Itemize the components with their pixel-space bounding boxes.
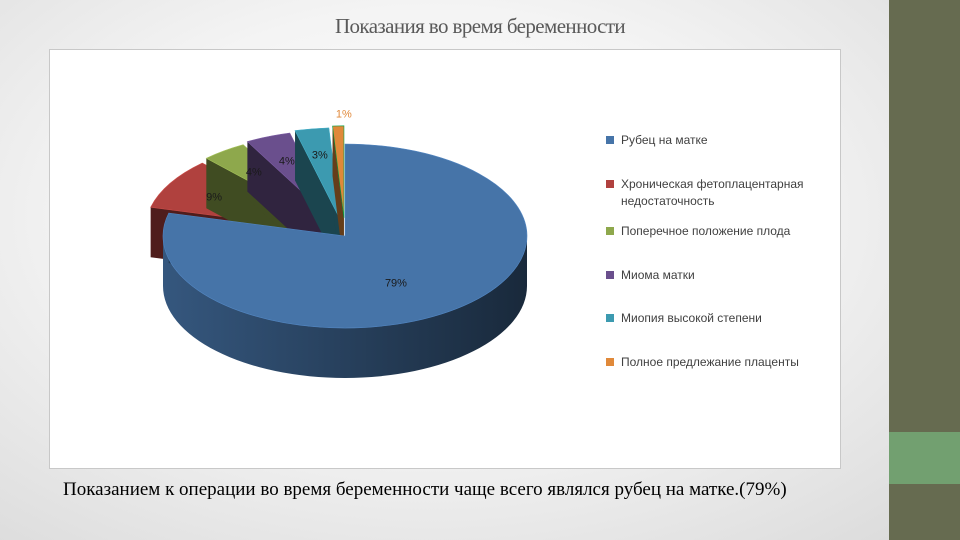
legend-item-2: Поперечное положение плода — [606, 223, 831, 240]
pie-slice-5 — [332, 125, 345, 268]
legend-label-1: Хроническая фетоплацентарная недостаточн… — [621, 177, 804, 208]
legend-item-3: Миома матки — [606, 267, 831, 284]
slide-title: Показания во время беременности — [334, 14, 626, 38]
legend-swatch-3 — [606, 271, 614, 279]
legend-item-1: Хроническая фетоплацентарная недостаточн… — [606, 176, 831, 210]
legend-swatch-2 — [606, 227, 614, 235]
legend-label-3: Миома матки — [621, 268, 695, 282]
slide-caption: Показанием к операции во время беременно… — [63, 479, 787, 500]
legend-swatch-0 — [606, 136, 614, 144]
data-label-3: 4% — [279, 156, 295, 168]
legend-swatch-4 — [606, 314, 614, 322]
legend-swatch-5 — [606, 358, 614, 366]
legend-swatch-1 — [606, 180, 614, 188]
legend-item-0: Рубец на матке — [606, 132, 831, 149]
pie-chart: 9% 4% 4% 3% 1% 79% — [150, 109, 528, 378]
legend-item-5: Полное предлежание плаценты — [606, 354, 831, 371]
legend-label-4: Миопия высокой степени — [621, 311, 762, 325]
data-label-0: 79% — [385, 278, 407, 290]
data-label-4: 3% — [312, 149, 328, 161]
legend-label-5: Полное предлежание плаценты — [621, 355, 799, 369]
decorative-sidebar-accent — [889, 432, 960, 484]
chart-frame: 9% 4% 4% 3% 1% 79% Рубец на матке Хроническая … — [49, 49, 841, 469]
pie-slice-0 — [162, 143, 528, 378]
data-label-1: 9% — [206, 191, 222, 203]
data-label-5: 1% — [336, 109, 352, 121]
legend-item-4: Миопия высокой степени — [606, 310, 831, 327]
legend-label-2: Поперечное положение плода — [621, 224, 791, 238]
legend-label-0: Рубец на матке — [621, 133, 708, 147]
data-label-2: 4% — [246, 167, 262, 179]
